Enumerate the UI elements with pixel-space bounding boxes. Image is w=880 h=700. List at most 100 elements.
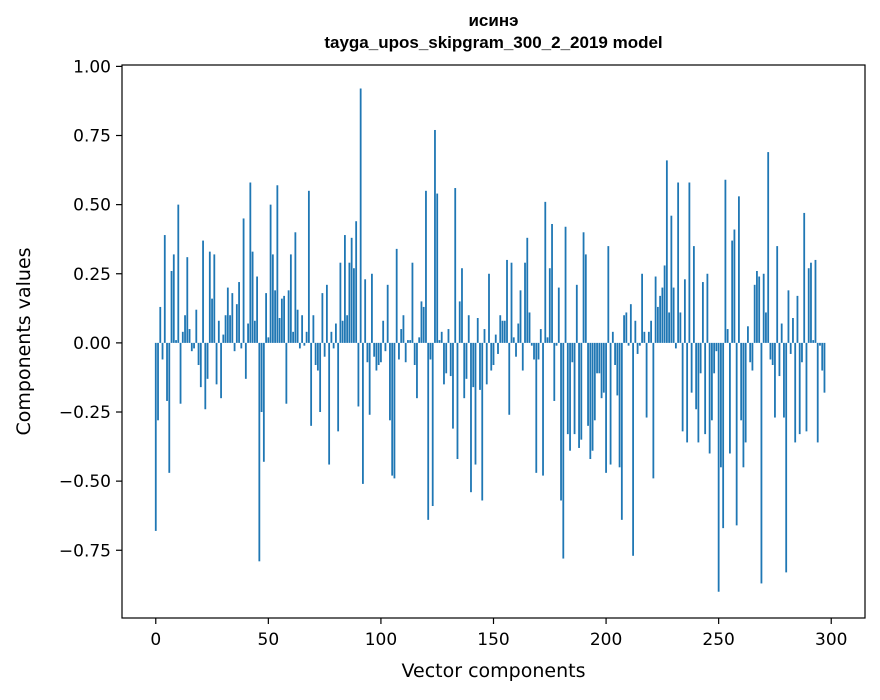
bar (544, 201, 547, 343)
bar (494, 334, 497, 343)
bar (656, 306, 659, 343)
bar (488, 273, 490, 343)
bar (641, 273, 644, 343)
bar (269, 204, 272, 343)
bar (715, 342, 718, 352)
bar (384, 342, 387, 352)
bar (456, 342, 459, 460)
bar (771, 342, 774, 366)
bar (519, 290, 522, 343)
bar (722, 342, 725, 529)
bar (422, 306, 425, 343)
bar (427, 342, 430, 520)
bar (253, 320, 256, 343)
bar (440, 331, 443, 343)
bar (584, 254, 587, 343)
bar (679, 312, 682, 343)
bar (233, 342, 236, 352)
bar (172, 254, 175, 343)
y-axis-ticks: −0.75 −0.50 −0.25 0.00 0.25 0.50 0.75 1.00 (59, 57, 122, 561)
bar (618, 342, 621, 468)
bar (740, 342, 743, 421)
bar (355, 221, 358, 343)
bar (814, 259, 817, 343)
bar (774, 342, 776, 418)
bar (778, 342, 781, 377)
bar (616, 342, 619, 396)
bar (224, 315, 227, 343)
bar (316, 342, 319, 371)
chart-title-line-1: исинэ (468, 11, 519, 30)
y-tick-label: 1.00 (73, 57, 111, 77)
bar (211, 298, 213, 343)
bar (312, 315, 315, 343)
bar (749, 342, 752, 363)
bar (593, 342, 596, 421)
bar (339, 262, 342, 343)
bar (371, 273, 373, 343)
bar (643, 331, 646, 343)
bar (296, 309, 299, 343)
bar (420, 301, 423, 343)
bar (470, 342, 472, 493)
bar (571, 342, 574, 363)
bar (812, 340, 815, 343)
bar (821, 342, 824, 371)
bar (244, 342, 247, 379)
bar (359, 88, 362, 343)
bar (625, 312, 628, 343)
bar (490, 342, 493, 371)
bar (697, 342, 700, 443)
bar (521, 342, 524, 371)
bar (256, 276, 258, 343)
bar (738, 196, 740, 343)
bar (395, 248, 398, 343)
bar (208, 251, 211, 343)
bar (463, 342, 466, 399)
bar (474, 342, 477, 465)
bar (292, 331, 295, 343)
bar (551, 223, 553, 343)
bar (314, 342, 317, 366)
bar (503, 320, 506, 343)
chart-title-line-2: tayga_upos_skipgram_300_2_2019 model (324, 33, 663, 52)
bar (391, 342, 394, 476)
bar (762, 273, 765, 343)
bar (726, 329, 729, 343)
bar (816, 342, 819, 443)
bar (166, 342, 168, 401)
x-tick-label: 50 (258, 630, 280, 650)
bar (287, 290, 290, 343)
bar (443, 342, 445, 385)
bar (229, 315, 231, 343)
bar (515, 342, 517, 357)
bar (805, 342, 808, 432)
bar (328, 342, 331, 465)
bar (215, 342, 218, 385)
bar (596, 342, 598, 374)
bar (578, 342, 580, 448)
bar (823, 342, 826, 393)
x-axis-label: Vector components (402, 660, 586, 682)
bar (481, 342, 484, 501)
bar (517, 323, 520, 343)
y-tick-label: −0.75 (59, 541, 111, 561)
bar (632, 342, 634, 556)
bar (760, 342, 763, 584)
bar (553, 342, 556, 401)
bar (154, 342, 157, 531)
bar (623, 315, 625, 343)
bar (508, 342, 511, 415)
bar (787, 290, 790, 343)
bar (346, 315, 349, 343)
bar (465, 342, 468, 379)
bar (524, 262, 526, 343)
bar (157, 342, 159, 421)
bar (341, 320, 344, 343)
bar (222, 334, 225, 343)
bar (184, 315, 186, 343)
bar (733, 229, 736, 343)
bar (175, 340, 177, 343)
bar (186, 257, 189, 343)
